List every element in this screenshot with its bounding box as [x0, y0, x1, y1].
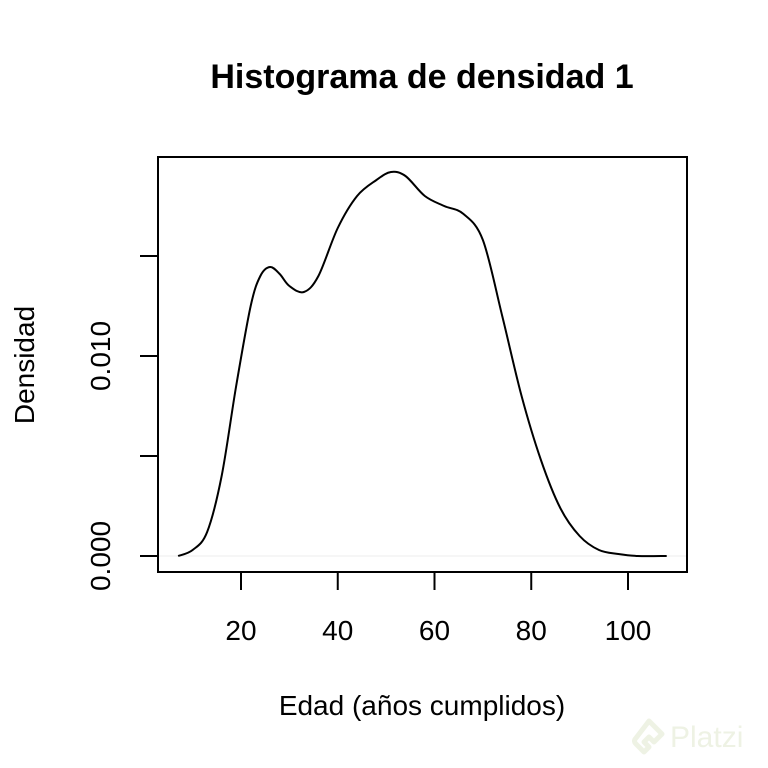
density-curve — [177, 170, 667, 558]
x-tick-label: 40 — [322, 615, 353, 646]
y-tick-label: 0.000 — [85, 521, 116, 591]
chart-title: Histograma de densidad 1 — [210, 58, 634, 96]
platzi-watermark: Platzi — [632, 718, 743, 758]
watermark-text: Platzi — [670, 721, 744, 754]
x-tick-label: 100 — [605, 615, 652, 646]
y-tick-label: 0.010 — [85, 321, 116, 391]
x-tick-label: 80 — [516, 615, 547, 646]
x-axis-label: Edad (años cumplidos) — [278, 690, 566, 721]
x-tick-label: 20 — [225, 615, 256, 646]
x-tick-label: 60 — [419, 615, 450, 646]
plot-frame — [157, 156, 688, 573]
platzi-logo-icon — [632, 718, 665, 755]
